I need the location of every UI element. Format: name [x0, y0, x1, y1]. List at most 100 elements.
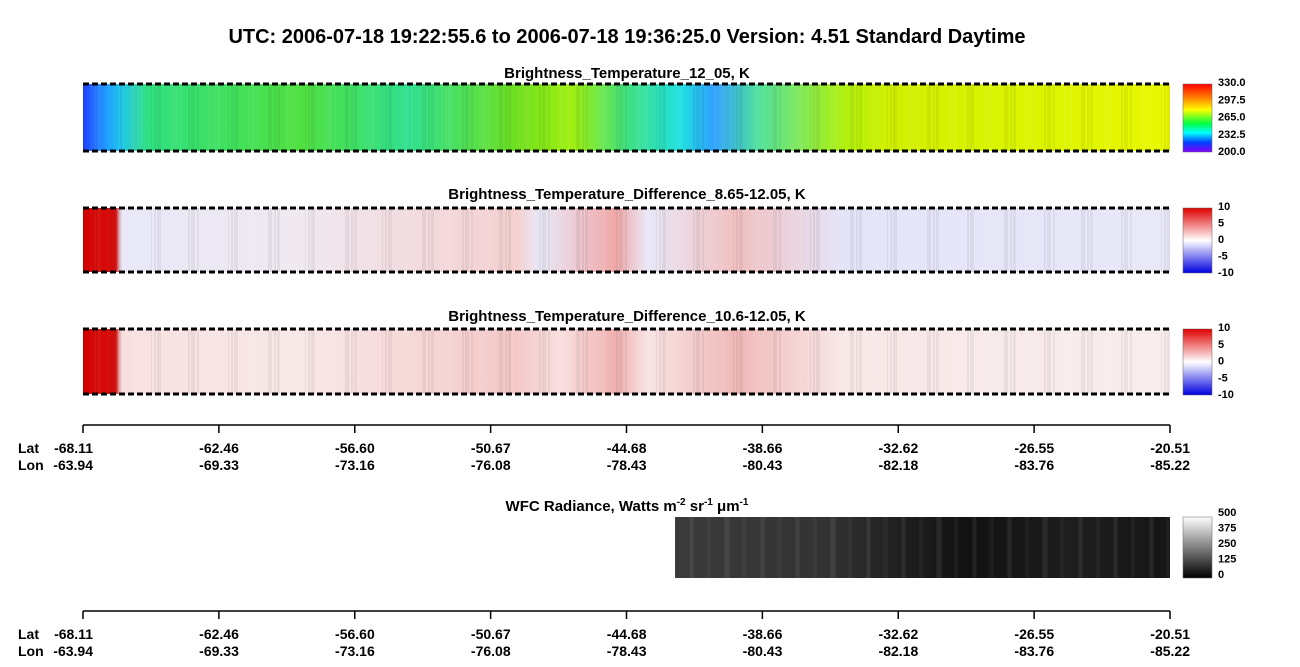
texture — [331, 329, 332, 394]
colorbar-label: 0 — [1218, 569, 1224, 581]
lon-value: -73.16 — [335, 457, 375, 473]
texture — [913, 329, 914, 394]
texture — [505, 84, 507, 151]
texture — [1045, 517, 1047, 578]
texture — [682, 329, 683, 394]
texture — [468, 208, 469, 272]
texture — [702, 84, 704, 151]
colorbar-label: 10 — [1218, 322, 1230, 334]
texture — [596, 329, 597, 394]
texture — [815, 517, 816, 578]
texture — [191, 329, 194, 394]
texture — [502, 84, 503, 151]
lon-value: -82.18 — [879, 457, 919, 473]
texture — [525, 84, 528, 151]
texture — [234, 84, 237, 151]
texture — [954, 517, 955, 578]
lat-value: -62.46 — [199, 626, 239, 642]
texture — [174, 84, 177, 151]
texture — [348, 84, 349, 151]
texture — [160, 84, 161, 151]
texture — [442, 208, 443, 272]
texture — [833, 517, 835, 578]
texture — [1008, 517, 1010, 578]
texture — [402, 208, 404, 272]
texture — [542, 208, 545, 272]
texture — [314, 84, 315, 151]
texture — [1133, 517, 1134, 578]
texture — [482, 208, 485, 272]
texture — [539, 208, 541, 272]
texture — [465, 329, 468, 394]
texture — [214, 84, 216, 151]
texture — [773, 84, 776, 151]
texture — [716, 84, 717, 151]
texture — [388, 208, 391, 272]
texture — [967, 329, 969, 394]
texture — [619, 329, 622, 394]
texture — [856, 329, 858, 394]
texture — [1104, 84, 1106, 151]
texture — [468, 329, 469, 394]
texture — [314, 329, 315, 394]
texture — [408, 208, 409, 272]
texture — [834, 517, 836, 578]
texture — [739, 329, 742, 394]
texture — [94, 84, 96, 151]
lon-value: -85.22 — [1150, 643, 1190, 659]
texture — [722, 208, 725, 272]
texture — [1060, 517, 1061, 578]
texture — [1132, 517, 1133, 578]
texture — [1113, 517, 1115, 578]
texture — [508, 329, 511, 394]
texture — [462, 208, 464, 272]
texture — [1104, 329, 1106, 394]
lon-label: Lon — [18, 643, 44, 659]
texture — [1164, 329, 1166, 394]
texture — [285, 208, 288, 272]
texture — [1130, 329, 1132, 394]
texture — [408, 329, 409, 394]
texture — [1115, 517, 1117, 578]
texture — [819, 329, 820, 394]
texture — [1134, 517, 1135, 578]
texture — [796, 329, 798, 394]
texture — [973, 208, 974, 272]
texture — [468, 84, 469, 151]
texture — [642, 329, 644, 394]
texture — [1030, 208, 1033, 272]
texture — [180, 84, 182, 151]
texture — [1098, 517, 1099, 578]
texture — [955, 517, 956, 578]
texture — [1167, 329, 1170, 394]
texture — [776, 208, 777, 272]
texture — [208, 84, 211, 151]
texture — [582, 84, 584, 151]
texture — [385, 84, 387, 151]
texture — [989, 517, 990, 578]
texture — [762, 208, 764, 272]
texture — [405, 84, 408, 151]
texture — [137, 84, 139, 151]
texture — [656, 208, 657, 272]
texture — [886, 517, 887, 578]
texture — [371, 84, 374, 151]
texture — [345, 84, 348, 151]
texture — [411, 208, 413, 272]
texture — [508, 84, 511, 151]
lon-value: -69.33 — [199, 457, 239, 473]
texture — [796, 517, 798, 578]
texture — [739, 208, 742, 272]
texture — [522, 84, 524, 151]
texture — [488, 329, 490, 394]
colorbar — [1182, 516, 1213, 579]
texture — [525, 208, 528, 272]
texture — [1090, 208, 1093, 272]
texture — [462, 84, 464, 151]
texture — [388, 329, 391, 394]
texture — [585, 208, 588, 272]
texture — [311, 329, 314, 394]
texture — [936, 517, 938, 578]
texture — [471, 84, 473, 151]
colorbar-label: -10 — [1218, 267, 1234, 279]
